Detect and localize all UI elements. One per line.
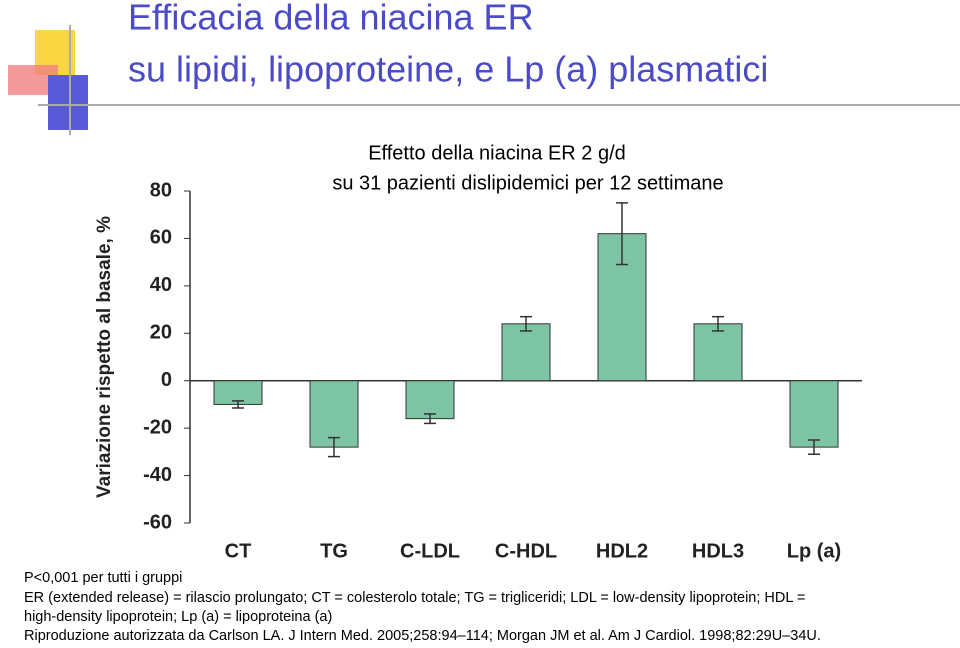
x-tick-label: C-HDL [495, 540, 557, 562]
note: Riproduzione autorizzata da Carlson LA. … [24, 628, 821, 644]
bar [789, 380, 839, 448]
y-tick-label: 80 [150, 179, 172, 201]
y-tick-label: 60 [150, 227, 172, 249]
chart-title: su 31 pazienti dislipidemici per 12 sett… [332, 172, 723, 194]
note: high-density lipoprotein; Lp (a) = lipop… [24, 609, 332, 625]
y-axis-label: Variazione rispetto al basale, % [94, 216, 115, 498]
chart-title: Effetto della niacina ER 2 g/d [368, 142, 626, 164]
bar [597, 233, 647, 382]
bar [405, 380, 455, 420]
deco-blue [48, 75, 88, 130]
y-tick-label: 40 [150, 274, 172, 296]
bar [309, 380, 359, 448]
x-tick-label: CT [225, 540, 252, 562]
y-tick-label: -60 [143, 511, 172, 533]
x-tick-label: HDL2 [596, 540, 648, 562]
y-tick-label: -20 [143, 416, 172, 438]
slide-title: Efficacia della niacina ER [128, 0, 534, 38]
x-tick-label: TG [320, 540, 348, 562]
note: P<0,001 per tutti i gruppi [24, 570, 182, 586]
y-tick-label: 0 [161, 369, 172, 391]
x-tick-label: Lp (a) [787, 540, 841, 562]
slide-title: su lipidi, lipoproteine, e Lp (a) plasma… [128, 49, 768, 90]
note: ER (extended release) = rilascio prolung… [24, 590, 805, 606]
x-tick-label: C-LDL [400, 540, 460, 562]
y-tick-label: -40 [143, 464, 172, 486]
bar [693, 323, 743, 382]
bar [501, 323, 551, 382]
y-tick-label: 20 [150, 322, 172, 344]
x-tick-label: HDL3 [692, 540, 744, 562]
